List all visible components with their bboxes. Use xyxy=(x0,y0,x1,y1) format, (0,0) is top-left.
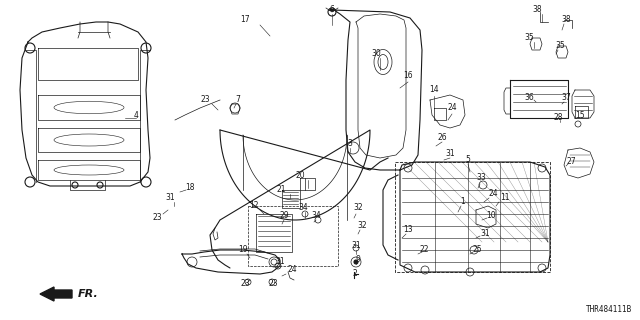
Bar xyxy=(395,162,550,272)
Text: 1: 1 xyxy=(461,197,465,206)
Text: 24: 24 xyxy=(488,189,498,198)
Text: 22: 22 xyxy=(419,245,429,254)
Text: 14: 14 xyxy=(429,85,439,94)
Text: 5: 5 xyxy=(465,156,470,164)
Text: THR484111B: THR484111B xyxy=(586,305,632,314)
Text: 37: 37 xyxy=(561,93,571,102)
Text: 18: 18 xyxy=(185,183,195,193)
Text: 26: 26 xyxy=(437,133,447,142)
Text: 11: 11 xyxy=(500,194,509,203)
Text: 32: 32 xyxy=(357,221,367,230)
Text: 3: 3 xyxy=(348,140,353,148)
Text: 25: 25 xyxy=(472,245,482,254)
Text: 31: 31 xyxy=(480,229,490,238)
Text: 34: 34 xyxy=(311,212,321,220)
Bar xyxy=(248,206,338,266)
Text: 33: 33 xyxy=(476,173,486,182)
Text: 31: 31 xyxy=(165,194,175,203)
Text: 12: 12 xyxy=(249,202,259,211)
Text: 30: 30 xyxy=(371,50,381,59)
Text: 32: 32 xyxy=(353,204,363,212)
Text: 24: 24 xyxy=(447,103,457,113)
Text: 19: 19 xyxy=(238,245,248,254)
Text: 17: 17 xyxy=(240,15,250,25)
Text: 31: 31 xyxy=(275,258,285,267)
Text: 35: 35 xyxy=(555,42,565,51)
Text: 13: 13 xyxy=(403,226,413,235)
Text: 38: 38 xyxy=(532,5,542,14)
Text: 27: 27 xyxy=(566,157,576,166)
Text: 10: 10 xyxy=(486,212,496,220)
Text: 24: 24 xyxy=(287,266,297,275)
Text: 28: 28 xyxy=(553,114,563,123)
FancyArrow shape xyxy=(40,287,72,301)
Circle shape xyxy=(354,260,358,264)
Text: 20: 20 xyxy=(295,172,305,180)
Text: 7: 7 xyxy=(236,95,241,105)
Text: 23: 23 xyxy=(268,279,278,289)
Text: 9: 9 xyxy=(356,255,360,265)
Text: 15: 15 xyxy=(575,111,585,121)
Text: 6: 6 xyxy=(330,5,335,14)
Text: 29: 29 xyxy=(279,212,289,220)
Text: 36: 36 xyxy=(524,93,534,102)
Text: 38: 38 xyxy=(561,15,571,25)
Text: 31: 31 xyxy=(445,149,455,158)
Text: 34: 34 xyxy=(298,204,308,212)
Text: 21: 21 xyxy=(276,186,285,195)
Text: FR.: FR. xyxy=(78,289,99,299)
Text: 35: 35 xyxy=(524,34,534,43)
Text: 23: 23 xyxy=(152,213,162,222)
Text: 23: 23 xyxy=(200,95,210,105)
Text: 16: 16 xyxy=(403,71,413,81)
Text: 31: 31 xyxy=(351,242,361,251)
Text: 2: 2 xyxy=(353,269,357,278)
Text: 23: 23 xyxy=(240,279,250,289)
Text: 4: 4 xyxy=(134,111,138,121)
